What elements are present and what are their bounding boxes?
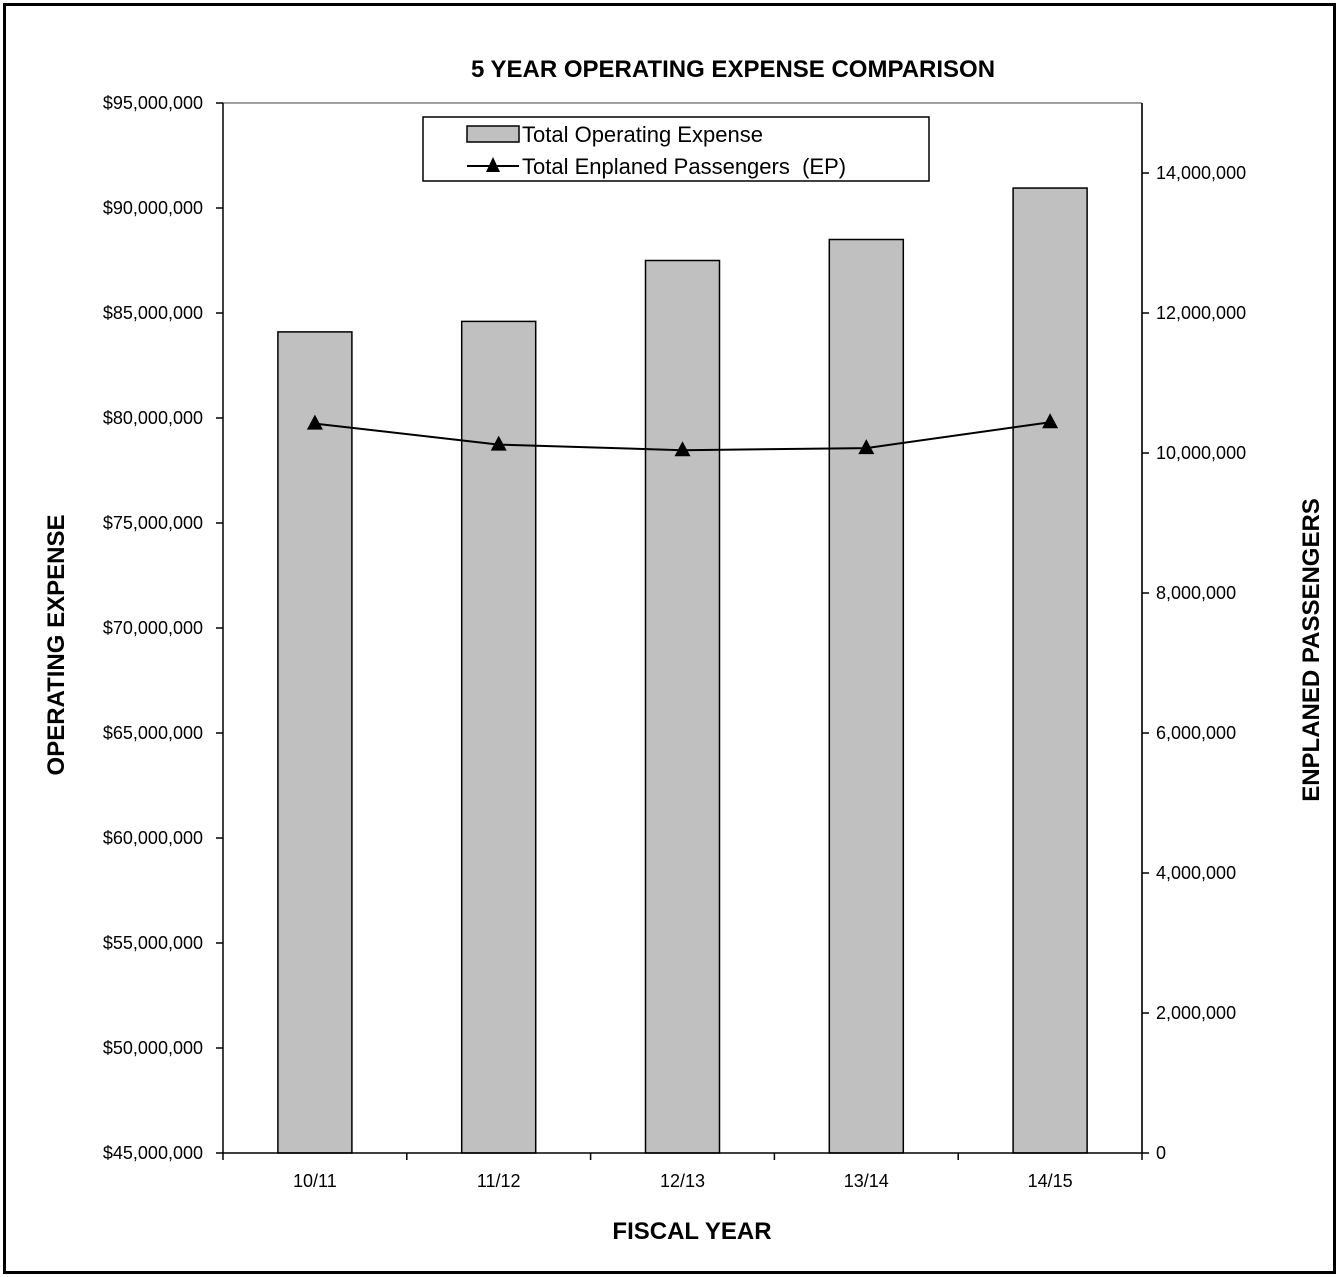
y-tick-label: $65,000,000: [103, 723, 203, 743]
x-tick-label: 14/15: [1028, 1171, 1073, 1191]
y-tick-label: $50,000,000: [103, 1038, 203, 1058]
passengers-marker-14-15: [1042, 413, 1059, 429]
x-tick-label: 11/12: [477, 1171, 521, 1191]
legend-label-passengers: Total Enplaned Passengers (EP): [522, 154, 846, 179]
y-tick-label: $75,000,000: [103, 513, 203, 533]
bar-11-12: [460, 320, 537, 1154]
y2-tick-label: 8,000,000: [1156, 583, 1236, 603]
passengers-marker-12-13: [674, 441, 691, 457]
bar-14-15: [1012, 187, 1088, 1154]
x-tick-label: 12/13: [660, 1171, 705, 1191]
y2-tick-label: 10,000,000: [1156, 443, 1246, 463]
y2-tick-label: 12,000,000: [1156, 303, 1246, 323]
chart-title: 5 YEAR OPERATING EXPENSE COMPARISON: [471, 56, 995, 83]
legend-label-expense: Total Operating Expense: [522, 122, 763, 147]
y-tick-label: $90,000,000: [103, 198, 203, 218]
bar-12-13: [644, 259, 721, 1154]
x-axis-title: FISCAL YEAR: [612, 1218, 771, 1245]
bar-10-11: [277, 331, 353, 1154]
passengers-marker-10-11: [306, 414, 323, 430]
passengers-marker-13-14: [858, 439, 875, 455]
y2-tick-label: 4,000,000: [1156, 863, 1236, 883]
passengers-marker-11-12: [490, 435, 507, 451]
y-axis-title: OPERATING EXPENSE: [43, 515, 70, 776]
y2-tick-label: 6,000,000: [1156, 723, 1236, 743]
bar-13-14: [828, 238, 905, 1154]
y-tick-label: $60,000,000: [103, 828, 203, 848]
y2-axis-title: ENPLANED PASSENGERS: [1298, 498, 1325, 802]
y-tick-label: $55,000,000: [103, 933, 203, 953]
y-tick-label: $45,000,000: [103, 1143, 203, 1163]
y-tick-label: $70,000,000: [103, 618, 203, 638]
x-tick-label: 13/14: [844, 1171, 889, 1191]
legend: Total Operating Expense Total Enplaned P…: [422, 116, 930, 182]
legend-swatch-marker: [486, 157, 500, 172]
y-tick-label: $85,000,000: [103, 303, 203, 323]
y2-tick-label: 0: [1156, 1143, 1166, 1163]
chart: 5 YEAR OPERATING EXPENSE COMPARISON $45,…: [43, 56, 1325, 1245]
x-tick-label: 10/11: [293, 1171, 337, 1191]
y2-tick-label: 2,000,000: [1156, 1003, 1236, 1023]
y-tick-label: $80,000,000: [103, 408, 203, 428]
y2-tick-label: 14,000,000: [1156, 163, 1246, 183]
plot-area: $45,000,000 $50,000,000 $55,000,000 $60,000…: [103, 93, 1246, 1191]
chart-frame: 5 YEAR OPERATING EXPENSE COMPARISON $45,…: [3, 3, 1336, 1274]
y-tick-label: $95,000,000: [103, 93, 203, 113]
legend-swatch-bar: [466, 125, 520, 143]
